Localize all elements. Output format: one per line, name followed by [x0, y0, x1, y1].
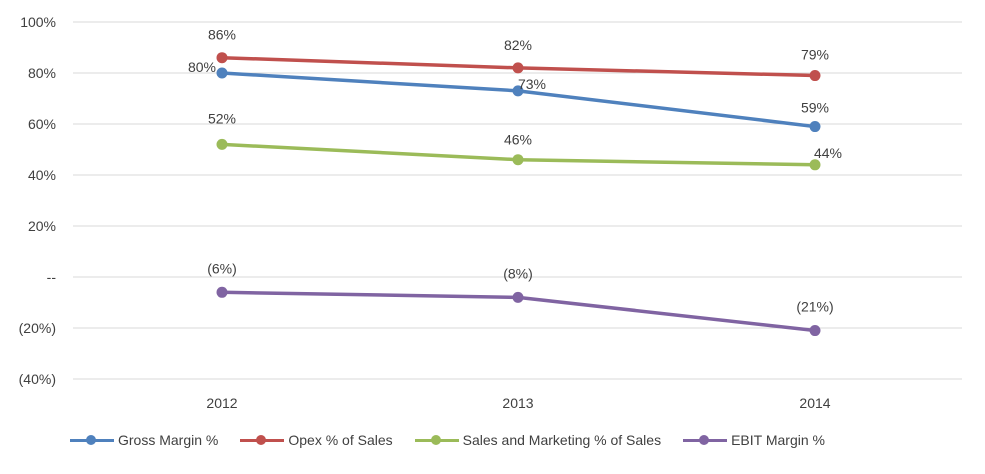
data-label: 79%	[801, 47, 829, 63]
data-point	[216, 286, 228, 298]
data-point	[809, 121, 821, 133]
data-point	[512, 85, 524, 97]
y-tick-label: (40%)	[19, 371, 56, 387]
legend-item: Opex % of Sales	[240, 432, 393, 448]
x-tick-label: 2014	[799, 395, 830, 411]
legend-label: Gross Margin %	[118, 432, 219, 448]
series-layer	[216, 52, 821, 337]
legend-item: Gross Margin %	[70, 432, 218, 448]
legend-swatch	[683, 434, 728, 446]
legend-swatch	[70, 434, 114, 446]
data-point	[216, 67, 228, 79]
x-tick-label: 2013	[502, 395, 533, 411]
data-point	[809, 159, 821, 171]
data-label: (8%)	[503, 265, 533, 281]
data-label: (21%)	[796, 299, 833, 315]
data-label: 52%	[208, 110, 236, 126]
data-point	[512, 62, 524, 74]
y-tick-label: 100%	[20, 14, 56, 30]
data-label: (6%)	[207, 260, 237, 276]
y-tick-label: 80%	[28, 65, 56, 81]
legend-label: EBIT Margin %	[731, 432, 825, 448]
legend-label: Sales and Marketing % of Sales	[462, 432, 662, 448]
data-label: 73%	[518, 76, 546, 92]
legend-item: EBIT Margin %	[683, 432, 825, 448]
data-label: 82%	[504, 37, 532, 53]
y-axis: 100% 80% 60% 40% 20% -- (20%) (40%)	[19, 14, 57, 387]
legend-swatch	[240, 434, 285, 446]
y-tick-label: (20%)	[19, 320, 56, 336]
data-label: 86%	[208, 27, 236, 43]
data-point	[512, 291, 524, 303]
legend-item: Sales and Marketing % of Sales	[414, 432, 662, 448]
data-label: 44%	[814, 145, 842, 161]
data-point	[809, 70, 821, 82]
y-tick-label: --	[47, 269, 57, 285]
data-point	[809, 325, 821, 337]
data-label: 59%	[801, 100, 829, 116]
y-tick-label: 60%	[28, 116, 56, 132]
data-labels: 80% 73% 59% 86% 82% 79% 52% 46% 44% (6%) (8%) (21%)	[188, 27, 842, 315]
x-axis: 2012 2013 2014	[206, 395, 830, 411]
y-tick-label: 40%	[28, 167, 56, 183]
legend: Gross Margin % Opex % of Sales Sales and M…	[70, 432, 847, 448]
legend-label: Opex % of Sales	[288, 432, 393, 448]
data-point	[512, 154, 524, 166]
legend-swatch	[414, 434, 459, 446]
data-label: 46%	[504, 132, 532, 148]
data-label: 80%	[188, 59, 216, 75]
x-tick-label: 2012	[206, 395, 237, 411]
y-tick-label: 20%	[28, 218, 56, 234]
data-point	[216, 52, 228, 64]
data-point	[216, 138, 228, 150]
